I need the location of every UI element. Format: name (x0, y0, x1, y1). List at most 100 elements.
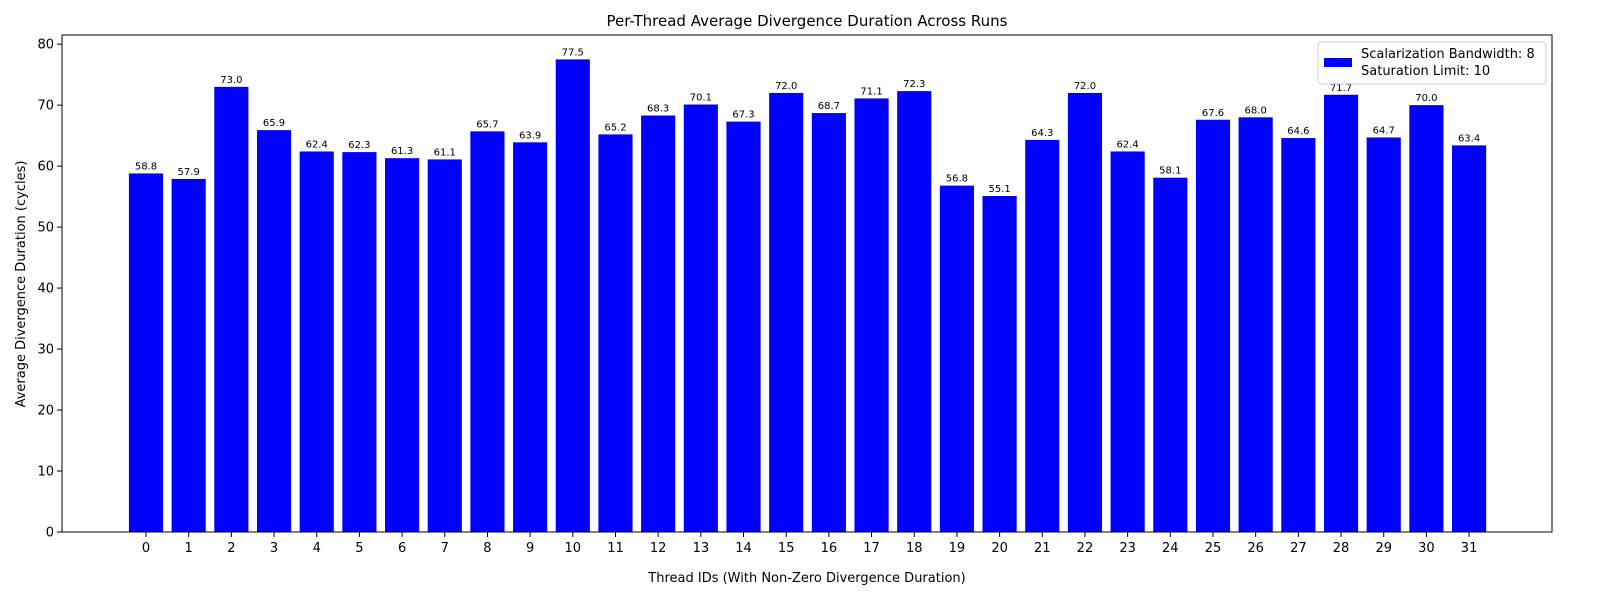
x-tick-label-16: 16 (821, 541, 838, 556)
x-tick-label-31: 31 (1461, 541, 1478, 556)
x-tick-label-12: 12 (650, 541, 667, 556)
x-tick-label-28: 28 (1333, 541, 1350, 556)
bar-value-label-29: 64.7 (1373, 125, 1395, 136)
y-tick-label-30: 30 (37, 343, 54, 358)
legend-swatch (1324, 58, 1352, 67)
bar-thread-24 (1153, 177, 1188, 532)
bar-value-label-11: 65.2 (604, 122, 626, 133)
chart-title: Per-Thread Average Divergence Duration A… (607, 12, 1008, 30)
bar-thread-15 (769, 92, 804, 533)
bar-thread-5 (342, 152, 377, 532)
x-axis-label: Thread IDs (With Non-Zero Divergence Dur… (647, 571, 965, 586)
bar-value-label-5: 62.3 (348, 140, 370, 151)
bar-value-label-9: 63.9 (519, 130, 541, 141)
x-tick-label-0: 0 (142, 541, 150, 556)
x-tick-label-21: 21 (1034, 541, 1051, 556)
bar-thread-12 (641, 115, 676, 532)
bar-thread-2 (214, 86, 249, 532)
bar-value-label-23: 62.4 (1117, 139, 1139, 150)
x-tick-label-8: 8 (483, 541, 491, 556)
bar-thread-22 (1067, 92, 1103, 533)
bar-thread-13 (683, 104, 718, 533)
bar-value-label-26: 68.0 (1245, 105, 1267, 116)
bar-thread-30 (1409, 105, 1444, 532)
bar-value-label-31: 63.4 (1458, 133, 1480, 144)
bar-value-label-1: 57.9 (178, 167, 200, 178)
axes-layer: 0 1 2 3 4 5 6 7 8 9 10 11 12 13 14 15 16 17 18 19 20 21 22 23 24… (37, 34, 1553, 556)
bar-value-label-20: 55.1 (988, 184, 1010, 195)
bar-value-label-27: 64.6 (1287, 126, 1309, 137)
bar-value-label-15: 72.0 (775, 81, 797, 92)
plot-frame (61, 34, 1553, 533)
x-tick-label-11: 11 (607, 541, 624, 556)
bar-thread-17 (854, 98, 889, 533)
bar-value-label-22: 72.0 (1074, 81, 1096, 92)
bar-value-label-12: 68.3 (647, 104, 669, 115)
y-tick-label-20: 20 (37, 404, 54, 419)
x-tick-label-14: 14 (735, 541, 752, 556)
bar-value-label-8: 65.7 (476, 119, 498, 130)
x-tick-label-6: 6 (398, 541, 406, 556)
bar-value-label-18: 72.3 (903, 79, 925, 90)
y-tick-label-60: 60 (37, 160, 54, 175)
bar-value-label-30: 70.0 (1415, 93, 1437, 104)
bar-thread-1 (171, 178, 206, 533)
bar-value-label-3: 65.9 (263, 118, 285, 129)
x-tick-label-30: 30 (1418, 541, 1435, 556)
x-tick-label-25: 25 (1205, 541, 1222, 556)
y-tick-label-80: 80 (37, 38, 54, 53)
y-tick-label-0: 0 (46, 526, 54, 541)
x-tick-label-9: 9 (526, 541, 534, 556)
bar-thread-26 (1238, 117, 1273, 532)
y-tick-label-40: 40 (37, 282, 54, 297)
x-tick-label-1: 1 (185, 541, 193, 556)
x-tick-label-27: 27 (1290, 541, 1307, 556)
bar-thread-8 (470, 131, 505, 532)
bar-thread-16 (811, 113, 846, 532)
x-tick-label-2: 2 (227, 541, 235, 556)
x-tick-label-18: 18 (906, 541, 923, 556)
x-tick-label-19: 19 (949, 541, 966, 556)
bar-thread-25 (1195, 119, 1231, 532)
bar-thread-10 (555, 59, 590, 532)
x-tick-label-22: 22 (1077, 541, 1094, 556)
x-tick-label-17: 17 (863, 541, 880, 556)
bar-value-label-13: 70.1 (690, 93, 712, 104)
bar-thread-27 (1281, 138, 1316, 532)
x-tick-label-13: 13 (693, 541, 710, 556)
legend-frame (1317, 41, 1547, 85)
bar-thread-3 (256, 130, 292, 532)
bar-thread-18 (897, 91, 932, 532)
data-labels-layer: 58.8 57.9 73.0 65.9 62.4 62.3 61.3 61.1 65.7 63.9… (135, 47, 1480, 195)
bar-thread-9 (513, 142, 548, 532)
x-tick-label-29: 29 (1375, 541, 1392, 556)
x-tick-label-23: 23 (1119, 541, 1136, 556)
bar-value-label-2: 73.0 (220, 75, 242, 86)
y-axis-label: Average Divergence Duration (cycles) (14, 161, 29, 408)
x-tick-label-26: 26 (1247, 541, 1264, 556)
bar-thread-7 (427, 159, 462, 532)
bar-thread-19 (939, 185, 974, 532)
bar-value-label-24: 58.1 (1159, 166, 1181, 177)
x-tick-label-4: 4 (313, 541, 321, 556)
bar-value-label-25: 67.6 (1202, 108, 1224, 119)
x-tick-label-15: 15 (778, 541, 795, 556)
bar-thread-4 (299, 151, 334, 532)
legend-label-line-1: Scalarization Bandwidth: 8 (1361, 47, 1535, 62)
bar-thread-14 (726, 121, 761, 532)
bar-thread-6 (385, 158, 420, 532)
legend: Scalarization Bandwidth: 8 Saturation Li… (1317, 41, 1547, 85)
x-tick-label-20: 20 (991, 541, 1008, 556)
bar-value-label-10: 77.5 (562, 47, 584, 58)
x-tick-label-10: 10 (565, 541, 582, 556)
bar-value-label-6: 61.3 (391, 146, 413, 157)
bar-value-label-16: 68.7 (818, 101, 840, 112)
bar-value-label-0: 58.8 (135, 161, 157, 172)
x-tick-label-7: 7 (441, 541, 449, 556)
bar-thread-20 (982, 195, 1017, 533)
bar-value-label-28: 71.7 (1330, 83, 1352, 94)
bar-value-label-21: 64.3 (1031, 128, 1053, 139)
bar-value-label-19: 56.8 (946, 174, 968, 185)
